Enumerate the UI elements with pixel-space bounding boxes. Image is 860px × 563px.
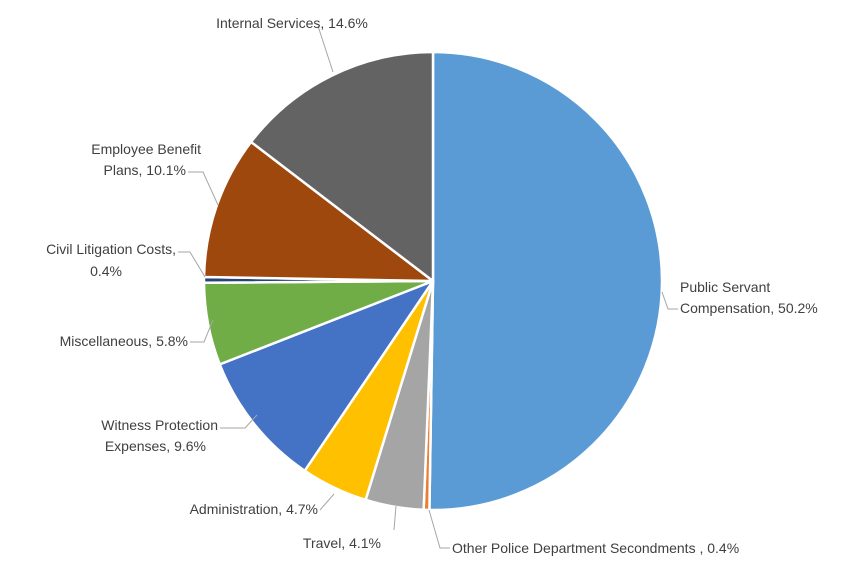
leader-line (190, 319, 214, 343)
data-label: Administration, 4.7% (190, 501, 318, 517)
data-label: Compensation, 50.2% (680, 300, 818, 316)
data-label: Plans, 10.1% (104, 162, 187, 178)
data-label: 0.4% (90, 263, 122, 279)
data-label: Travel, 4.1% (303, 535, 381, 551)
pie-slice-public-servant-compensation (428, 50, 664, 512)
leader-line (428, 509, 450, 549)
pie-slice-employee-benefit-plans (202, 140, 435, 283)
leader-line (178, 251, 206, 278)
data-label: Employee Benefit (91, 141, 201, 157)
leader-line (317, 25, 334, 73)
data-label: Miscellaneous, 5.8% (60, 333, 188, 349)
data-label: Witness Protection (101, 417, 218, 433)
leader-line (661, 291, 678, 310)
data-label: Expenses, 9.6% (105, 438, 206, 454)
data-label: Other Police Department Secondments , 0.… (452, 540, 739, 556)
data-label: Internal Services, 14.6% (216, 15, 368, 31)
pie-slice-witness-protection-expenses (218, 279, 435, 472)
leader-line (220, 414, 258, 429)
pie-slice-internal-services (249, 50, 435, 283)
data-label: Civil Litigation Costs, (46, 241, 176, 257)
leader-line (319, 493, 335, 511)
leader-line (188, 171, 219, 206)
data-label: Public Servant (680, 279, 770, 295)
leader-line (393, 505, 397, 531)
